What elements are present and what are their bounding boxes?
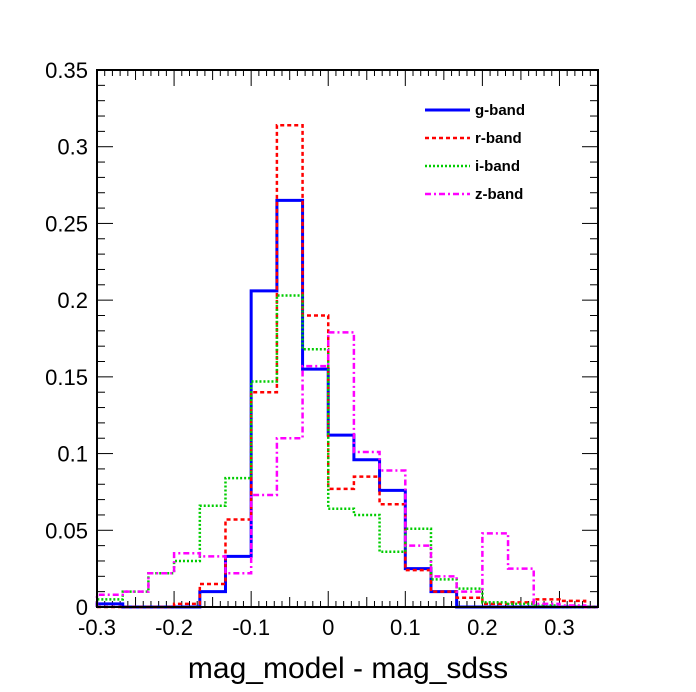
g-band-histogram: [95, 198, 598, 609]
x-tick-label: 0.1: [390, 615, 421, 640]
i-band-histogram: [95, 294, 598, 609]
x-tick-label: -0.3: [78, 615, 116, 640]
y-tick-label: 0.35: [45, 58, 88, 83]
y-tick-label: 0.25: [45, 211, 88, 236]
z-band-histogram: [95, 331, 598, 609]
legend: g-band r-band i-band z-band: [425, 102, 525, 203]
y-tick-label: 0.15: [45, 365, 88, 390]
r-band-histogram: [97, 123, 598, 609]
x-axis-title: mag_model - mag_sdss: [188, 652, 508, 685]
y-tick-label: 0.1: [57, 442, 88, 467]
x-tick-label: -0.2: [155, 615, 193, 640]
g-band-legend-label: g-band: [475, 102, 525, 119]
y-tick-label: 0.3: [57, 135, 88, 160]
r-band-legend-label: r-band: [475, 130, 522, 147]
x-tick-label: 0.2: [467, 615, 498, 640]
y-tick-label: 0.2: [57, 288, 88, 313]
i-band-legend-label: i-band: [475, 158, 520, 175]
z-band-legend-label: z-band: [475, 186, 523, 203]
x-tick-label: 0.3: [544, 615, 575, 640]
plot-frame: [96, 69, 599, 608]
x-tick-label: -0.1: [232, 615, 270, 640]
x-tick-label: 0: [322, 615, 334, 640]
y-tick-label: 0.05: [45, 518, 88, 543]
y-tick-label: 0: [76, 595, 88, 620]
axis-ticks: [96, 69, 599, 608]
tick-labels: -0.3 -0.2 -0.1 0 0.1 0.2 0.3 0 0.05 0.1 0.15 0.2 0.2…: [45, 58, 575, 640]
